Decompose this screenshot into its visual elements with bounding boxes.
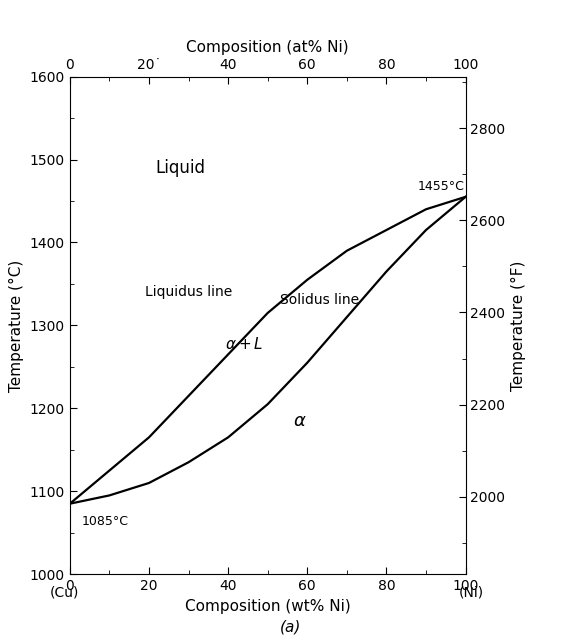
X-axis label: Composition (at% Ni): Composition (at% Ni) bbox=[186, 40, 349, 55]
Text: $\alpha +L$: $\alpha +L$ bbox=[225, 336, 263, 352]
X-axis label: Composition (wt% Ni): Composition (wt% Ni) bbox=[185, 598, 350, 614]
Text: $\alpha$: $\alpha$ bbox=[293, 412, 306, 430]
Text: Liquidus line: Liquidus line bbox=[145, 285, 232, 299]
Text: (Ni): (Ni) bbox=[459, 586, 484, 600]
Text: (a): (a) bbox=[281, 619, 301, 635]
Text: 1085°C: 1085°C bbox=[81, 516, 129, 528]
Text: (Cu): (Cu) bbox=[49, 586, 79, 600]
Y-axis label: Temperature (°C): Temperature (°C) bbox=[9, 259, 24, 392]
Text: 1455°C: 1455°C bbox=[418, 179, 465, 193]
Text: Liquid: Liquid bbox=[155, 159, 205, 177]
Text: Solidus line: Solidus line bbox=[279, 293, 359, 308]
Y-axis label: Temperature (°F): Temperature (°F) bbox=[511, 260, 526, 390]
